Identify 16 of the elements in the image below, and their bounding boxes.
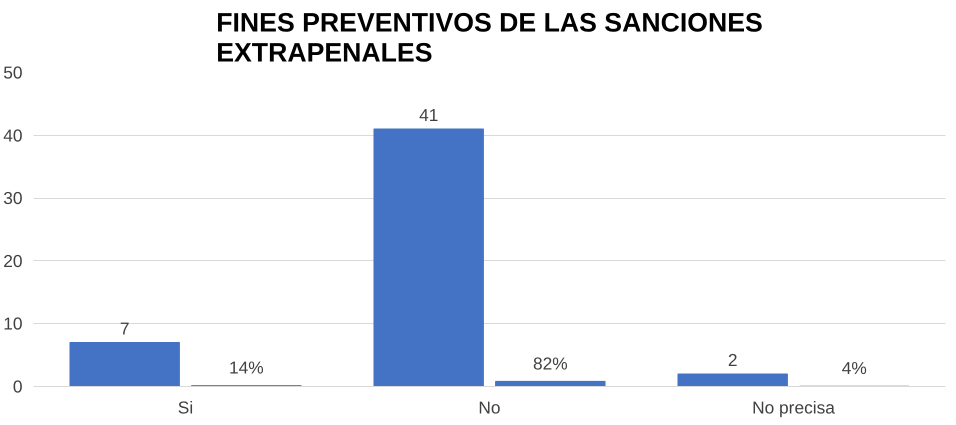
data-label: 14% (228, 358, 264, 378)
data-label: 4% (842, 358, 867, 378)
x-tick-label: Si (178, 398, 194, 418)
data-label: 2 (728, 350, 738, 370)
y-tick-label: 0 (12, 376, 23, 396)
y-tick-label: 50 (3, 62, 23, 82)
data-label: 41 (419, 105, 438, 126)
data-label: 7 (120, 318, 130, 339)
chart-title: FINES PREVENTIVOS DE LAS SANCIONES EXTRAPENALES (216, 8, 763, 68)
x-tick-label: No precisa (752, 398, 836, 418)
y-tick-label: 20 (3, 250, 23, 271)
data-label: 82% (532, 353, 568, 374)
y-tick-label: 30 (3, 188, 23, 208)
y-tick-label: 40 (3, 125, 23, 146)
x-tick-label: No (478, 398, 501, 418)
y-tick-label: 10 (3, 314, 23, 334)
